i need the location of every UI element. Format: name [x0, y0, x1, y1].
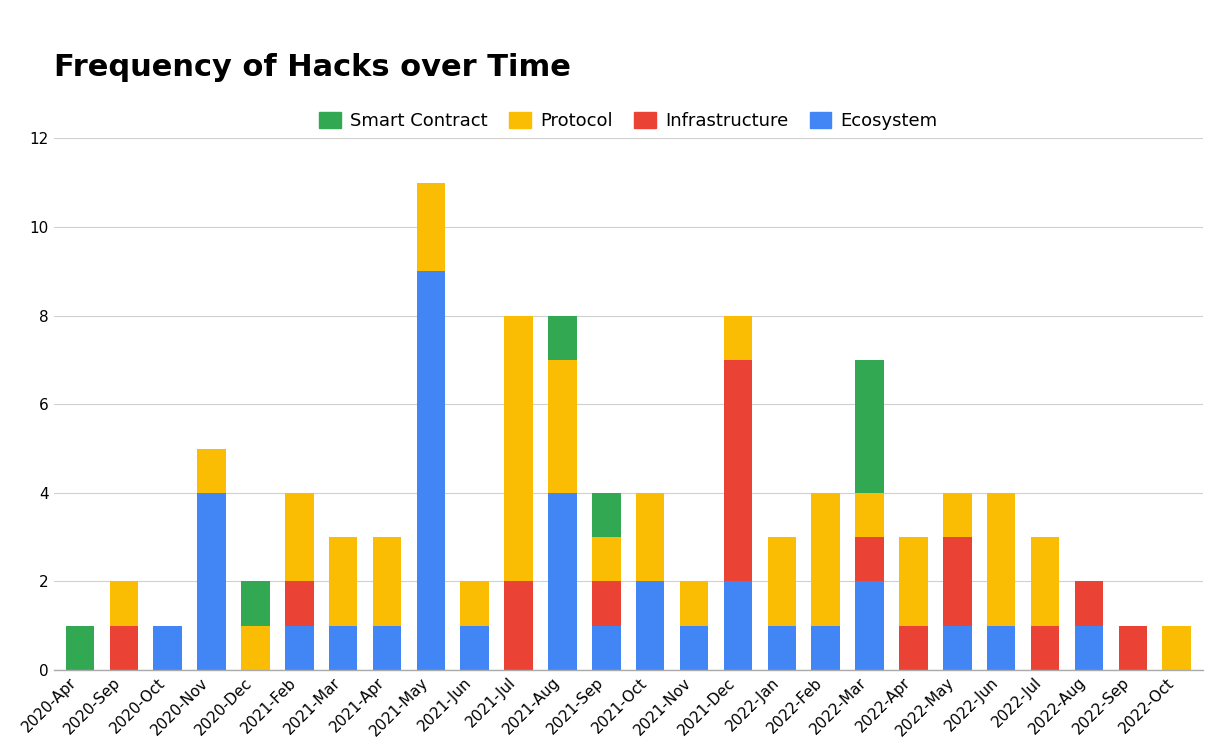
Bar	[855, 360, 884, 493]
Bar	[592, 537, 621, 581]
Bar	[110, 626, 138, 670]
Bar	[66, 626, 94, 670]
Bar	[680, 581, 709, 626]
Bar	[504, 315, 532, 581]
Bar	[197, 493, 225, 670]
Bar	[592, 493, 621, 537]
Bar	[636, 493, 665, 581]
Bar	[197, 449, 225, 493]
Bar	[811, 493, 840, 626]
Bar	[767, 537, 797, 626]
Bar	[285, 493, 313, 581]
Legend: Smart Contract, Protocol, Infrastructure, Ecosystem: Smart Contract, Protocol, Infrastructure…	[312, 105, 945, 137]
Bar	[373, 626, 401, 670]
Bar	[767, 626, 797, 670]
Bar	[723, 360, 753, 581]
Bar	[680, 626, 709, 670]
Bar	[548, 360, 577, 493]
Bar	[373, 537, 401, 626]
Bar	[548, 315, 577, 360]
Bar	[417, 271, 445, 670]
Bar	[241, 581, 269, 626]
Bar	[723, 315, 753, 360]
Bar	[899, 626, 928, 670]
Bar	[899, 537, 928, 626]
Bar	[943, 626, 972, 670]
Bar	[153, 626, 181, 670]
Bar	[592, 626, 621, 670]
Bar	[417, 182, 445, 271]
Bar	[548, 493, 577, 670]
Bar	[1118, 626, 1147, 670]
Bar	[285, 581, 313, 626]
Bar	[987, 626, 1016, 670]
Text: Frequency of Hacks over Time: Frequency of Hacks over Time	[54, 53, 570, 81]
Bar	[855, 537, 884, 581]
Bar	[285, 626, 313, 670]
Bar	[1030, 626, 1060, 670]
Bar	[943, 493, 972, 537]
Bar	[329, 626, 357, 670]
Bar	[241, 626, 269, 670]
Bar	[943, 537, 972, 626]
Bar	[1074, 626, 1104, 670]
Bar	[329, 537, 357, 626]
Bar	[504, 581, 532, 670]
Bar	[460, 581, 488, 626]
Bar	[723, 581, 753, 670]
Bar	[1162, 626, 1191, 670]
Bar	[855, 581, 884, 670]
Bar	[811, 626, 840, 670]
Bar	[636, 581, 665, 670]
Bar	[110, 581, 138, 626]
Bar	[460, 626, 488, 670]
Bar	[1030, 537, 1060, 626]
Bar	[855, 493, 884, 537]
Bar	[1074, 581, 1104, 626]
Bar	[987, 493, 1016, 626]
Bar	[592, 581, 621, 626]
